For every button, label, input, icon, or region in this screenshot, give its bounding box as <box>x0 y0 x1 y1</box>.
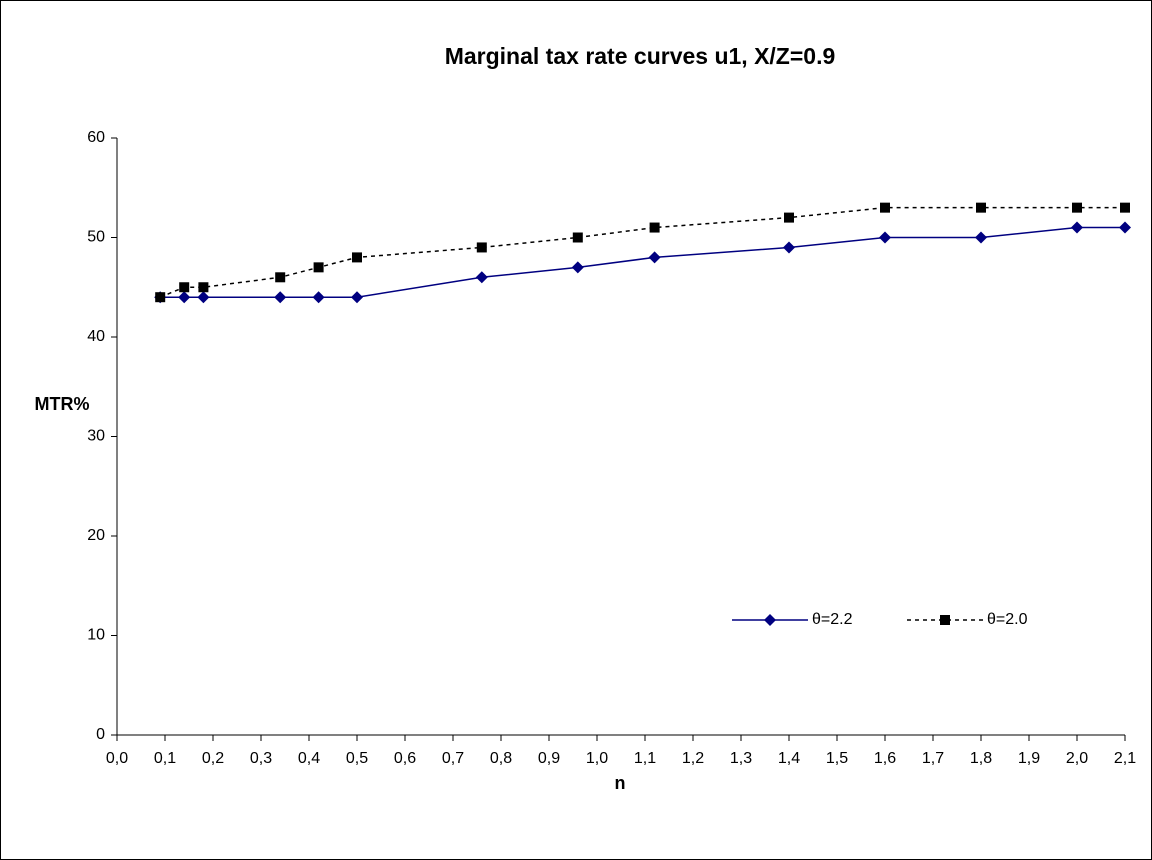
data-point <box>975 231 987 244</box>
x-tick-label: 1,3 <box>730 750 752 767</box>
data-point <box>197 291 210 304</box>
x-tick-label: 0,4 <box>298 750 320 767</box>
data-point <box>312 291 325 304</box>
data-point <box>275 272 286 283</box>
chart-title: Marginal tax rate curves u1, X/Z=0.9 <box>445 43 836 69</box>
series-line <box>160 226 1125 298</box>
legend-label: θ=2.2 <box>812 611 853 628</box>
x-tick-label: 2,0 <box>1066 750 1088 767</box>
y-tick-label: 40 <box>87 328 105 345</box>
data-point <box>572 232 583 243</box>
x-tick-label: 0,5 <box>346 750 368 767</box>
x-tick-label: 1,5 <box>826 750 848 767</box>
x-tick-label: 1,1 <box>634 750 656 767</box>
data-point <box>313 262 324 273</box>
data-point <box>475 271 488 284</box>
x-tick-label: 0,0 <box>106 750 128 767</box>
legend-marker <box>940 615 950 625</box>
x-tick-label: 1,2 <box>682 750 704 767</box>
y-tick-label: 10 <box>87 627 105 644</box>
x-tick-label: 0,3 <box>250 750 272 767</box>
y-tick-label: 0 <box>96 726 105 743</box>
y-tick-label: 50 <box>87 229 105 246</box>
x-tick-label: 0,2 <box>202 750 224 767</box>
legend-label: θ=2.0 <box>987 611 1028 628</box>
x-tick-label: 0,1 <box>154 750 176 767</box>
x-tick-label: 1,8 <box>970 750 992 767</box>
data-point <box>274 291 287 304</box>
x-tick-label: 0,7 <box>442 750 464 767</box>
x-tick-label: 1,4 <box>778 750 800 767</box>
data-point <box>784 212 794 223</box>
x-tick-label: 2,1 <box>1114 750 1136 767</box>
y-tick-label: 30 <box>87 428 105 445</box>
x-tick-label: 1,7 <box>922 750 944 767</box>
data-point <box>880 202 890 213</box>
data-point <box>649 222 660 233</box>
y-axis-title: MTR% <box>35 394 90 414</box>
data-point <box>351 291 363 304</box>
x-tick-label: 0,6 <box>394 750 416 767</box>
data-point <box>352 252 362 263</box>
data-point <box>476 242 487 253</box>
data-point <box>976 202 986 213</box>
x-tick-label: 0,8 <box>490 750 512 767</box>
x-axis-title: n <box>615 773 626 793</box>
x-tick-label: 0,9 <box>538 750 560 767</box>
x-tick-label: 1,9 <box>1018 750 1040 767</box>
x-tick-label: 1,0 <box>586 750 608 767</box>
data-point <box>879 231 891 244</box>
data-point <box>1120 202 1130 213</box>
data-point <box>179 282 190 293</box>
data-point <box>198 282 209 293</box>
series-line <box>159 206 1125 298</box>
y-tick-label: 60 <box>87 129 105 146</box>
data-point <box>1119 221 1131 234</box>
data-point <box>648 251 661 264</box>
data-point <box>1071 221 1083 234</box>
data-point <box>1072 202 1082 213</box>
x-tick-label: 1,6 <box>874 750 896 767</box>
data-point <box>783 241 795 254</box>
data-point <box>571 261 584 274</box>
data-point <box>155 292 166 303</box>
y-tick-label: 20 <box>87 527 105 544</box>
data-point <box>178 291 191 304</box>
legend-marker <box>764 614 776 626</box>
